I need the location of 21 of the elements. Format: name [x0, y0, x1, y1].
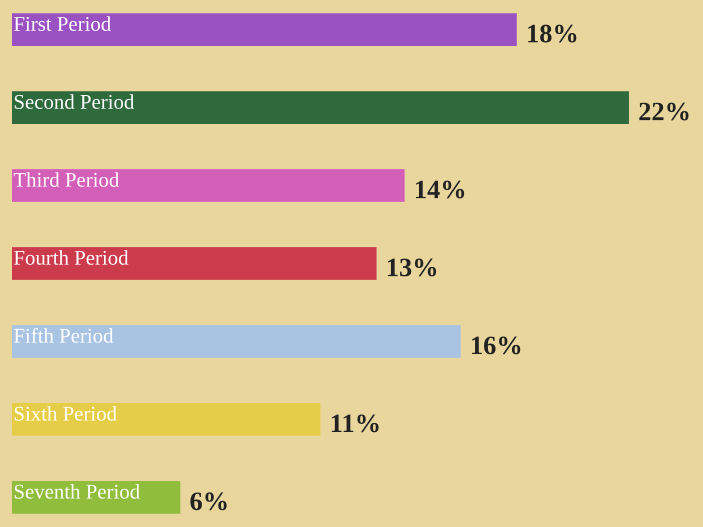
data-label: 22% [639, 102, 689, 121]
y-tick-label: First Period [14, 16, 111, 31]
data-label: 14% [416, 180, 464, 198]
data-label: 11% [332, 414, 379, 432]
bar [12, 13, 517, 46]
y-tick-label: Fifth Period [14, 328, 114, 343]
data-label: 16% [472, 336, 520, 354]
y-tick-label: Sixth Period [14, 406, 117, 421]
bar [12, 91, 629, 124]
data-label: 6% [190, 492, 227, 510]
bar [12, 169, 405, 202]
bar [12, 481, 180, 514]
y-tick-label: Second Period [14, 94, 134, 109]
y-tick-label: Fourth Period [14, 250, 128, 265]
data-label: 13% [388, 258, 436, 276]
data-label: 18% [528, 24, 576, 43]
bar [12, 403, 320, 436]
bar [12, 247, 377, 280]
y-tick-label: Seventh Period [14, 484, 140, 499]
bar [12, 325, 461, 358]
y-tick-label: Third Period [14, 172, 120, 187]
